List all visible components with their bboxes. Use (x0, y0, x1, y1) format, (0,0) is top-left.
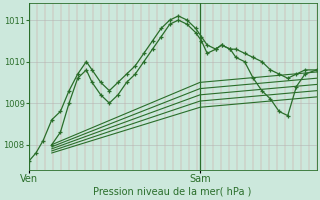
X-axis label: Pression niveau de la mer( hPa ): Pression niveau de la mer( hPa ) (93, 187, 252, 197)
